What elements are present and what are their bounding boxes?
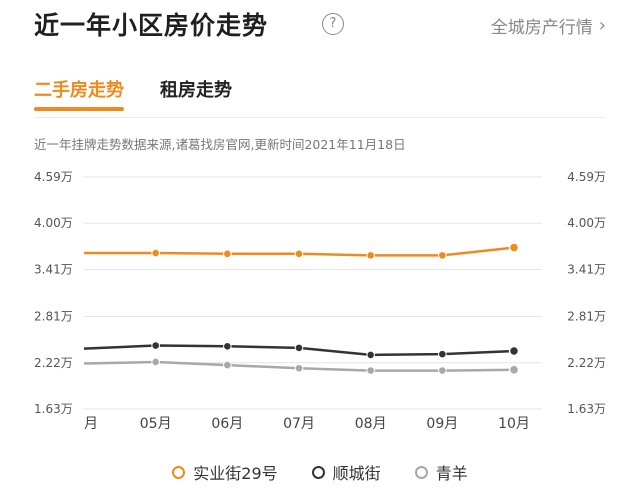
data-point <box>508 364 520 376</box>
legend-item[interactable]: 青羊 <box>414 460 468 484</box>
data-point <box>438 251 447 260</box>
x-tick-label: 07月 <box>283 416 315 432</box>
data-point <box>223 249 232 259</box>
help-icon[interactable]: ? <box>322 13 344 35</box>
header: 近一年小区房价走势 ? 全城房产行情 › <box>0 0 640 56</box>
tab-second-hand[interactable]: 二手房走势 <box>34 76 124 111</box>
y-tick-label-left: 2.81万 <box>34 310 73 324</box>
y-tick-label-right: 4.59万 <box>567 170 606 184</box>
legend-item[interactable]: 顺城街 <box>311 460 381 484</box>
data-point <box>223 341 232 351</box>
x-tick-label: 10月 <box>498 416 530 432</box>
data-point <box>438 349 447 359</box>
y-tick-label-left: 4.00万 <box>34 216 73 230</box>
x-tick-label: 08月 <box>355 416 387 432</box>
data-point <box>294 363 304 373</box>
data-point <box>151 248 160 258</box>
y-tick-label-right: 2.81万 <box>567 310 606 324</box>
y-tick-label-left: 1.63万 <box>34 402 73 416</box>
legend-item[interactable]: 实业街29号 <box>172 460 278 484</box>
x-tick-label: 月 <box>84 416 98 432</box>
chart-legend: 实业街29号 顺城街 青羊 <box>0 460 640 484</box>
legend-marker-icon <box>311 465 325 479</box>
y-tick-label-right: 3.41万 <box>567 262 606 276</box>
data-point <box>508 345 520 357</box>
data-point <box>366 366 375 375</box>
y-tick-label-left: 2.22万 <box>34 356 73 370</box>
y-tick-label-left: 3.41万 <box>34 262 73 276</box>
x-tick-label: 05月 <box>140 416 172 432</box>
y-tick-label-right: 2.22万 <box>567 356 606 370</box>
chevron-right-icon: › <box>598 15 606 36</box>
data-point <box>366 251 375 260</box>
data-point <box>151 341 160 350</box>
data-point <box>151 357 160 367</box>
city-market-link[interactable]: 全城房产行情 › <box>491 13 606 38</box>
data-point <box>223 360 232 370</box>
data-point <box>438 366 447 375</box>
x-tick-label: 09月 <box>426 416 458 432</box>
data-point <box>294 249 304 259</box>
x-tick-label: 06月 <box>211 416 243 432</box>
y-tick-label-left: 4.59万 <box>34 170 73 184</box>
legend-marker-icon <box>172 465 186 479</box>
data-point <box>508 242 520 253</box>
legend-label: 实业街29号 <box>193 464 278 483</box>
trend-tabs: 二手房走势 租房走势 <box>34 76 232 111</box>
legend-label: 顺城街 <box>332 464 381 483</box>
data-point <box>294 343 304 353</box>
y-tick-label-right: 1.63万 <box>567 402 606 416</box>
page-title: 近一年小区房价走势 <box>34 11 269 40</box>
data-point <box>366 350 375 360</box>
city-market-link-label: 全城房产行情 <box>490 18 593 38</box>
legend-label: 青羊 <box>435 464 468 483</box>
legend-marker-icon <box>414 465 428 479</box>
y-tick-label-right: 4.00万 <box>567 216 606 230</box>
data-source-note: 近一年挂牌走势数据来源,诸葛找房官网,更新时间2021年11月18日 <box>34 137 406 152</box>
divider <box>34 117 606 118</box>
tab-rental[interactable]: 租房走势 <box>160 80 232 101</box>
